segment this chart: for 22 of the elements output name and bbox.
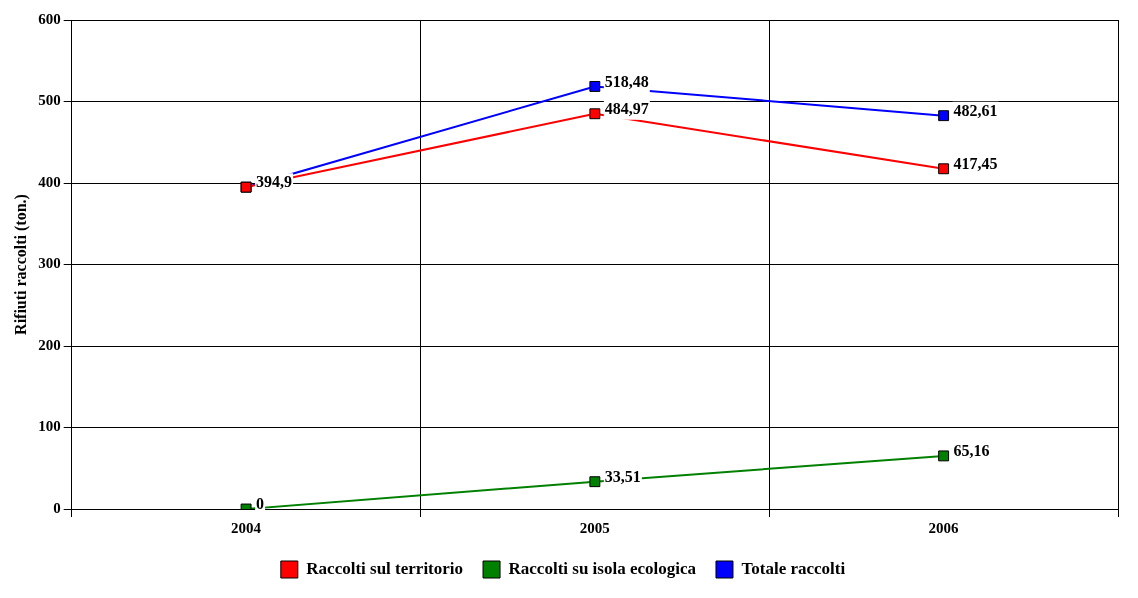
legend-label: Totale raccolti	[741, 558, 846, 578]
y-tick-label: 600	[38, 10, 61, 27]
data-label: 394,9	[256, 173, 293, 191]
data-label: 65,16	[953, 442, 990, 460]
data-label: 484,97	[604, 99, 649, 117]
data-label: 33,51	[604, 467, 641, 485]
x-tick-label: 2004	[231, 519, 262, 536]
data-label: 518,48	[604, 72, 649, 90]
data-label: 482,61	[953, 101, 998, 119]
legend-label: Raccolti sul territorio	[306, 558, 464, 578]
y-tick-label: 400	[38, 173, 61, 190]
y-tick-label: 200	[38, 336, 61, 353]
y-axis-title: Rifiuti raccolti (ton.)	[11, 194, 30, 335]
y-tick-label: 100	[38, 418, 61, 435]
x-tick-label: 2005	[579, 519, 610, 536]
y-tick-label: 500	[38, 92, 61, 109]
data-label: 417,45	[953, 154, 998, 172]
y-tick-label: 300	[38, 255, 61, 272]
data-label: 0	[256, 495, 265, 513]
legend-label: Raccolti su isola ecologica	[508, 558, 697, 578]
y-tick-label: 0	[53, 499, 61, 516]
x-tick-label: 2006	[928, 519, 960, 536]
